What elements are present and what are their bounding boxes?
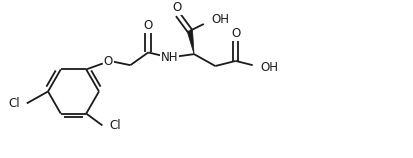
- Text: O: O: [103, 55, 113, 68]
- Text: NH: NH: [160, 51, 178, 64]
- Text: OH: OH: [260, 61, 278, 74]
- Text: O: O: [143, 19, 152, 32]
- Text: O: O: [172, 1, 181, 14]
- Text: Cl: Cl: [8, 97, 19, 110]
- Text: O: O: [230, 27, 240, 40]
- Text: Cl: Cl: [109, 119, 121, 132]
- Text: OH: OH: [211, 13, 228, 26]
- Polygon shape: [187, 30, 194, 54]
